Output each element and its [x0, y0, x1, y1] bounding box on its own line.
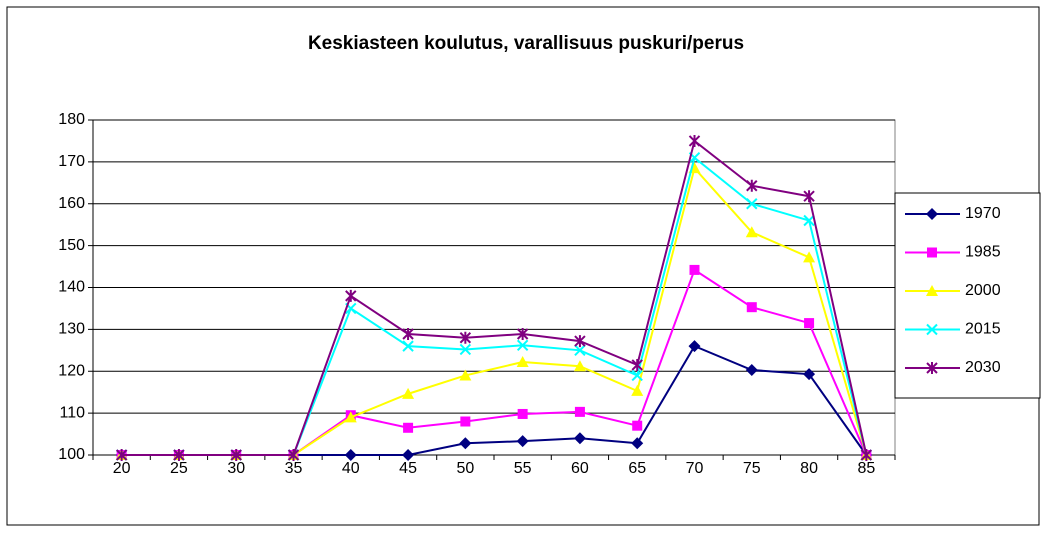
marker: [860, 449, 873, 461]
marker: [573, 432, 586, 445]
marker: [689, 264, 700, 275]
x-tick-label: 35: [285, 460, 303, 477]
x-tick-label: 40: [342, 460, 360, 477]
marker: [516, 339, 529, 351]
marker: [516, 356, 529, 368]
marker: [459, 369, 472, 381]
marker: [344, 449, 357, 461]
marker: [631, 358, 643, 371]
marker: [746, 302, 757, 313]
x-tick-label: 20: [113, 460, 131, 477]
y-tick-label: 170: [58, 153, 85, 170]
legend-marker: [927, 247, 937, 258]
series-line: [121, 139, 868, 456]
marker: [745, 363, 758, 376]
x-tick-label: 65: [628, 460, 646, 477]
marker: [631, 437, 644, 450]
chart-title: Keskiasteen koulutus, varallisuus puskur…: [308, 33, 744, 54]
marker: [688, 134, 701, 147]
legend-entry: 1970: [905, 205, 1001, 222]
marker: [573, 360, 586, 372]
x-tick-label: 80: [800, 460, 818, 477]
marker: [402, 449, 415, 461]
x-tick-label: 25: [170, 460, 188, 477]
x-tick-label: 75: [743, 460, 761, 477]
marker: [746, 198, 758, 210]
marker: [459, 343, 472, 356]
marker: [459, 331, 472, 344]
marker: [804, 318, 815, 329]
marker: [631, 369, 643, 382]
marker: [287, 449, 300, 461]
legend-marker: [926, 362, 938, 374]
marker: [403, 422, 414, 433]
legend-entry: 2030: [905, 359, 1001, 376]
x-tick-label: 55: [514, 460, 532, 477]
marker: [803, 214, 815, 227]
y-tick-label: 110: [59, 404, 85, 421]
y-tick-label: 120: [58, 362, 85, 379]
marker: [745, 226, 758, 238]
legend-box: [894, 192, 1041, 399]
legend-entry: 2000: [905, 282, 1001, 299]
marker: [688, 340, 701, 353]
marker: [516, 435, 529, 448]
marker: [230, 449, 242, 461]
marker: [632, 420, 643, 431]
legend-entry: 2015: [905, 321, 1001, 338]
legend-marker: [926, 323, 938, 336]
marker: [746, 179, 758, 192]
y-tick-label: 160: [58, 195, 85, 212]
marker: [803, 251, 816, 263]
marker: [803, 368, 816, 381]
marker: [459, 437, 472, 450]
legend-entry: 1985: [905, 244, 1001, 261]
marker: [574, 344, 586, 357]
x-tick-label: 85: [857, 460, 875, 477]
x-tick-label: 30: [227, 460, 245, 477]
marker: [574, 335, 586, 348]
marker: [517, 408, 528, 419]
y-tick-label: 100: [58, 446, 85, 463]
legend-label: 1985: [965, 244, 1001, 261]
marker: [631, 384, 644, 396]
y-tick-label: 140: [58, 279, 85, 296]
y-tick-label: 150: [58, 237, 85, 254]
marker: [115, 449, 128, 461]
marker: [803, 190, 815, 203]
y-tick-label: 180: [58, 111, 85, 128]
marker: [344, 411, 357, 423]
legend-marker: [926, 285, 938, 296]
marker: [402, 340, 414, 352]
x-tick-label: 60: [571, 460, 589, 477]
marker: [574, 406, 585, 417]
legend-label: 2000: [965, 282, 1001, 299]
legend-label: 2015: [965, 321, 1001, 338]
marker: [460, 416, 471, 427]
marker: [173, 449, 185, 461]
marker: [402, 387, 415, 399]
marker: [402, 327, 414, 340]
marker: [345, 289, 357, 302]
x-tick-label: 70: [686, 460, 704, 477]
legend-label: 2030: [965, 359, 1001, 376]
y-tick-label: 130: [58, 321, 85, 338]
x-tick-label: 50: [456, 460, 474, 477]
x-tick-label: 45: [399, 460, 417, 477]
legend-marker: [926, 208, 938, 220]
marker: [516, 327, 529, 340]
legend-label: 1970: [965, 205, 1001, 222]
